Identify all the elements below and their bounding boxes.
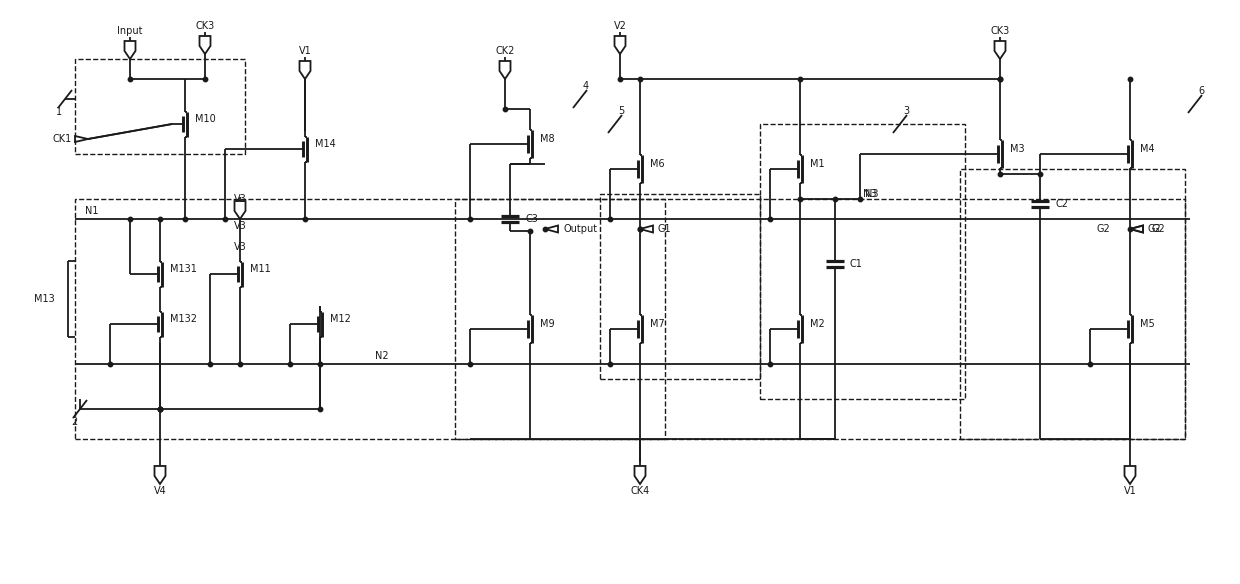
Text: M3: M3 [1011, 144, 1024, 154]
Text: G1: G1 [658, 224, 672, 234]
Text: Output: Output [563, 224, 598, 234]
Text: N3: N3 [863, 189, 877, 199]
Text: CK1: CK1 [53, 134, 72, 144]
Text: V3: V3 [233, 242, 247, 252]
Text: M2: M2 [810, 319, 825, 329]
Text: G2: G2 [1151, 224, 1164, 234]
Text: 3: 3 [903, 106, 909, 116]
Text: CK3: CK3 [991, 26, 1009, 36]
Text: M131: M131 [170, 264, 197, 274]
Text: CK2: CK2 [495, 46, 515, 56]
Text: M7: M7 [650, 319, 665, 329]
Text: M9: M9 [539, 319, 554, 329]
Text: 6: 6 [1198, 86, 1204, 96]
Text: C2: C2 [1055, 199, 1068, 209]
Text: 2: 2 [71, 417, 77, 427]
Text: C3: C3 [525, 214, 538, 224]
Text: G2: G2 [1148, 224, 1162, 234]
Bar [960, 169, 1185, 439]
Text: 1: 1 [56, 107, 62, 117]
Text: M8: M8 [539, 134, 554, 144]
Text: Input: Input [118, 26, 143, 36]
Text: M6: M6 [650, 159, 665, 169]
Text: M132: M132 [170, 314, 197, 324]
Text: M1: M1 [810, 159, 825, 169]
Text: M5: M5 [1140, 319, 1154, 329]
Bar [760, 124, 965, 399]
Text: G2: G2 [1096, 224, 1110, 234]
Text: CK4: CK4 [630, 486, 650, 496]
Bar [600, 194, 760, 379]
Text: V4: V4 [154, 486, 166, 496]
Text: 4: 4 [583, 81, 589, 91]
Text: M11: M11 [250, 264, 270, 274]
Text: V3: V3 [233, 221, 247, 231]
Bar [74, 59, 246, 154]
Text: M4: M4 [1140, 144, 1154, 154]
Text: N1: N1 [86, 206, 98, 216]
Text: N2: N2 [374, 351, 388, 361]
Text: C1: C1 [849, 259, 863, 269]
Text: M10: M10 [195, 114, 216, 124]
Text: CK3: CK3 [196, 21, 215, 31]
Bar [74, 199, 1185, 439]
Text: V3: V3 [233, 194, 247, 204]
Text: M13: M13 [35, 294, 55, 304]
Text: M14: M14 [315, 139, 336, 149]
Text: V2: V2 [614, 21, 626, 31]
Text: M12: M12 [330, 314, 351, 324]
Text: V1: V1 [1123, 486, 1136, 496]
Text: 5: 5 [618, 106, 624, 116]
Text: N3: N3 [866, 189, 878, 199]
Bar [455, 199, 665, 439]
Text: V1: V1 [299, 46, 311, 56]
